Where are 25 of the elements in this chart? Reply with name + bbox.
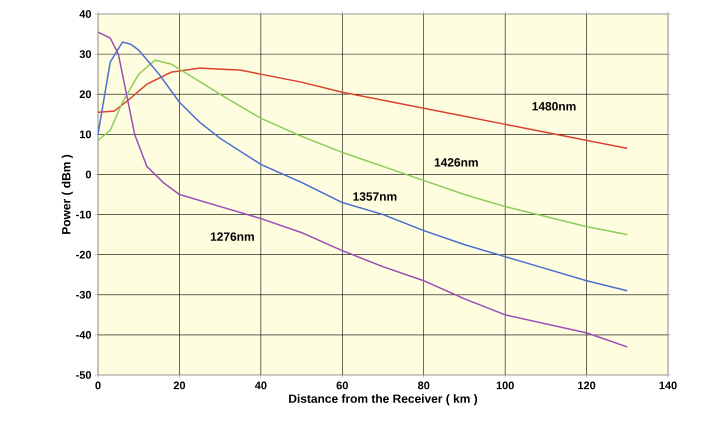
y-tick-label: 0 [86, 170, 92, 178]
y-tick-label: 40 [79, 10, 92, 18]
x-tick-label: 140 [660, 382, 677, 390]
y-axis-title: Power ( dBm ) [62, 154, 73, 234]
x-tick-label: 80 [418, 382, 430, 390]
x-tick-label: 0 [95, 382, 101, 390]
y-tick-label: -50 [76, 371, 92, 379]
y-tick-label: 10 [80, 130, 92, 138]
x-tick-label: 120 [578, 382, 596, 390]
x-tick-label: 20 [174, 382, 186, 390]
x-axis-title: Distance from the Receiver ( km ) [289, 394, 478, 406]
y-tick-label: 20 [80, 90, 92, 98]
series-label: 1426nm [434, 158, 478, 167]
y-tick-label: -20 [76, 250, 92, 259]
x-tick-label: 100 [496, 382, 514, 390]
y-tick-label: 30 [80, 50, 92, 58]
x-tick-label: 40 [254, 382, 266, 390]
line-series [98, 41, 628, 292]
series-label: 1480nm [532, 102, 576, 110]
x-tick-label: 60 [336, 382, 348, 390]
y-tick-label: -40 [76, 331, 92, 339]
series-label: 1357nm [353, 192, 396, 201]
series-label: 1276nm [210, 232, 254, 241]
y-tick-label: -30 [76, 290, 92, 299]
y-tick-label: -10 [76, 210, 92, 218]
